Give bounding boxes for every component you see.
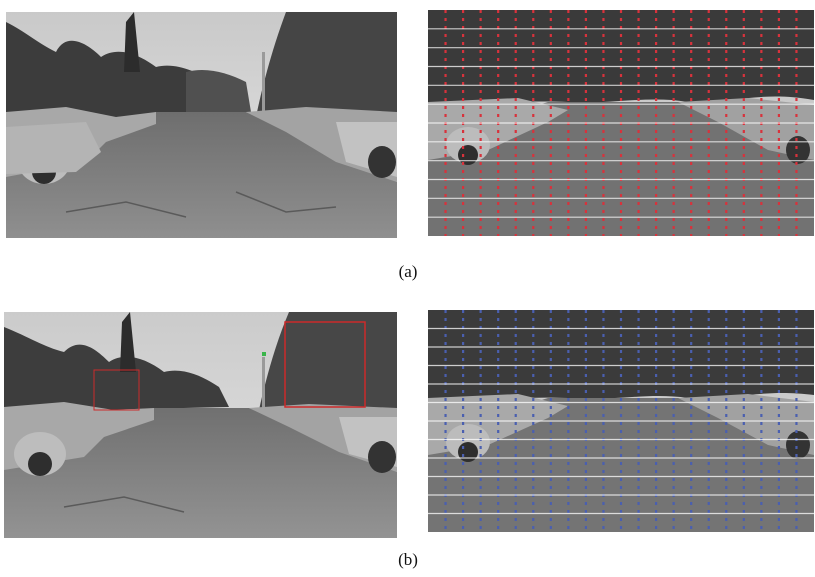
detection-box-large (284, 321, 366, 408)
image-a-right-grid (428, 10, 814, 236)
grid-overlay-a (428, 10, 814, 236)
grid-overlay-b (428, 310, 814, 532)
green-marker (262, 352, 266, 356)
detection-box-small (93, 369, 140, 411)
parking-lot-photo-b-left (4, 312, 397, 538)
image-a-left (6, 12, 397, 238)
image-b-right-grid (428, 310, 814, 532)
parking-lot-photo-a-left (6, 12, 397, 238)
caption-b: (b) (398, 550, 418, 569)
parking-lot-photo-b-right (428, 310, 814, 532)
caption-a: (a) (398, 262, 418, 281)
parking-lot-photo-a-right (428, 10, 814, 236)
image-b-left (4, 312, 397, 538)
